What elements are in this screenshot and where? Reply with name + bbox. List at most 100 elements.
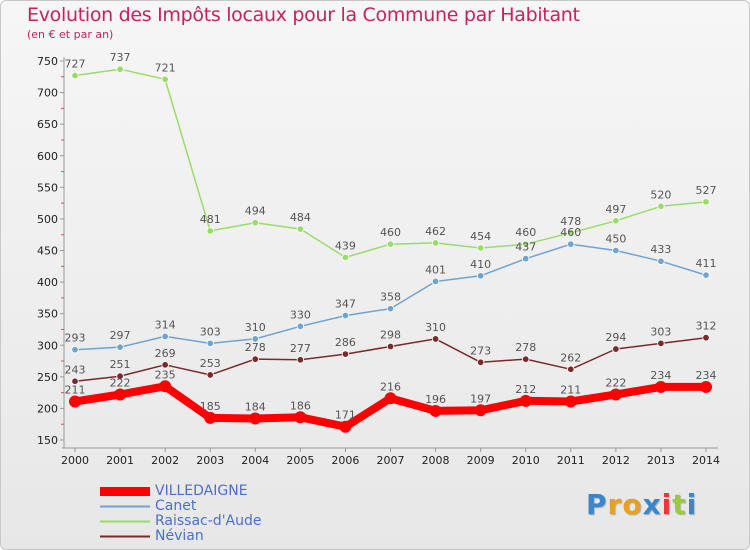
data-point — [341, 253, 350, 262]
data-point — [296, 322, 305, 330]
x-tick-label: 2009 — [467, 454, 495, 467]
x-tick-label: 2004 — [241, 454, 269, 467]
data-label: 253 — [200, 357, 221, 370]
data-label: 211 — [65, 383, 86, 396]
data-point — [567, 240, 575, 248]
data-label: 303 — [200, 325, 221, 338]
legend-label: Névian — [155, 528, 204, 544]
data-point — [161, 75, 169, 84]
data-points — [69, 65, 712, 433]
data-point — [567, 229, 575, 237]
data-label: 298 — [380, 329, 401, 342]
legend-label: VILLEDAIGNE — [155, 483, 248, 499]
data-label: 411 — [696, 257, 717, 270]
data-point — [116, 343, 124, 351]
data-point — [341, 350, 350, 358]
data-label: 303 — [650, 325, 671, 338]
y-tick-label: 200 — [37, 402, 58, 415]
data-label: 314 — [155, 318, 176, 331]
chart-subtitle: (en € et par an) — [27, 28, 114, 41]
data-point — [564, 395, 577, 408]
data-point — [251, 355, 259, 363]
legend-swatch-nevian — [100, 535, 150, 538]
data-label: 286 — [335, 336, 356, 349]
y-tick-label: 750 — [37, 55, 58, 68]
data-label: 330 — [290, 308, 311, 321]
proxiti-logo: Proxiti — [586, 488, 697, 521]
data-point — [206, 371, 214, 379]
data-label: 171 — [335, 409, 356, 422]
y-tick-label: 500 — [37, 213, 58, 226]
data-point — [702, 198, 710, 206]
data-label: 278 — [245, 341, 266, 354]
data-point — [114, 388, 127, 401]
data-point — [386, 240, 395, 248]
x-tick-label: 2013 — [647, 454, 675, 467]
data-point — [654, 380, 667, 393]
data-point — [519, 394, 532, 407]
y-tick-label: 300 — [37, 339, 58, 352]
data-point — [339, 420, 352, 433]
logo-letter: i — [686, 488, 698, 521]
data-point — [384, 392, 397, 405]
data-label: 450 — [605, 233, 626, 246]
data-point — [206, 227, 214, 235]
x-tick-label: 2003 — [196, 454, 224, 467]
chart-title: Evolution des Impôts locaux pour la Comm… — [27, 4, 580, 26]
data-point — [206, 339, 214, 348]
data-point — [251, 335, 259, 343]
data-label: 222 — [605, 377, 626, 390]
data-point — [161, 332, 169, 341]
data-label: 520 — [650, 188, 671, 201]
data-label: 401 — [425, 263, 446, 276]
logo-letter: r — [607, 488, 623, 521]
data-point — [612, 217, 620, 225]
y-tick-label: 450 — [37, 245, 58, 258]
x-tick-label: 2001 — [106, 454, 134, 467]
data-point — [341, 311, 350, 320]
x-tick-label: 2000 — [61, 454, 89, 467]
data-label: 460 — [515, 226, 536, 239]
data-label: 310 — [245, 321, 266, 334]
logo-letter: i — [661, 488, 673, 521]
legend-item-canet: Canet — [100, 499, 400, 514]
data-label: 212 — [515, 383, 536, 396]
data-point — [386, 304, 395, 313]
data-label: 196 — [425, 393, 446, 406]
data-point — [116, 65, 124, 73]
data-point — [161, 361, 169, 369]
y-tick-label: 550 — [37, 181, 58, 194]
data-label: 462 — [425, 225, 446, 238]
x-tick-label: 2012 — [602, 454, 630, 467]
data-label: 293 — [65, 332, 86, 345]
data-label: 437 — [515, 241, 536, 254]
data-point — [431, 335, 440, 343]
data-label: 721 — [155, 61, 176, 74]
legend-item-nevian: Névian — [100, 529, 400, 544]
logo-letter: t — [672, 488, 687, 521]
data-label: 481 — [200, 213, 221, 226]
legend-item-villedaigne: VILLEDAIGNE — [100, 484, 400, 499]
data-label: 185 — [200, 400, 221, 413]
data-point — [609, 388, 622, 401]
data-label: 460 — [560, 226, 581, 239]
data-point — [522, 255, 530, 263]
y-tick-label: 250 — [37, 371, 58, 384]
data-label: 478 — [560, 215, 581, 228]
legend-swatch-raissac — [100, 520, 150, 523]
legend-swatch-canet — [100, 505, 150, 508]
data-point — [71, 71, 79, 80]
data-label: 211 — [560, 383, 581, 396]
x-tick-label: 2008 — [422, 454, 450, 467]
y-tick-label: 600 — [37, 150, 58, 163]
data-point — [567, 365, 575, 373]
data-point — [204, 411, 217, 424]
x-tick-label: 2005 — [286, 454, 314, 467]
data-label: 358 — [380, 291, 401, 304]
data-label: 454 — [470, 230, 491, 243]
data-label: 484 — [290, 211, 311, 224]
data-point — [476, 358, 485, 367]
data-label: 235 — [155, 368, 176, 381]
